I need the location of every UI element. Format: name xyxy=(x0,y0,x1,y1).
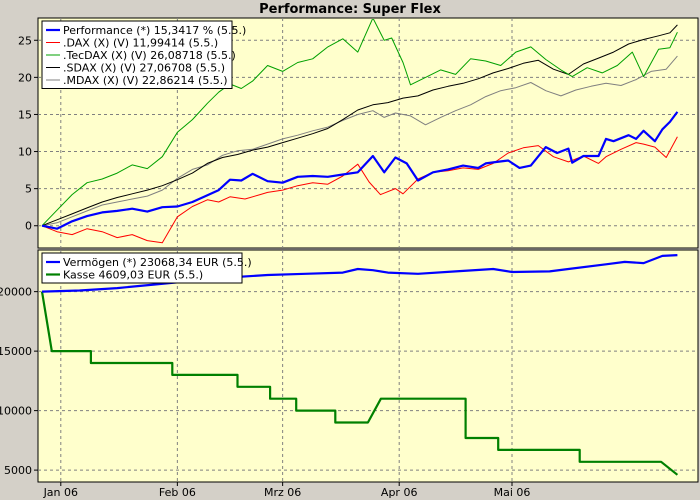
kasse-series-line xyxy=(40,291,679,476)
kasse-legend-label: Kasse 4609,03 EUR (5.5.) xyxy=(63,269,203,282)
vermoegen-legend-label: Vermögen (*) 23068,34 EUR (5.5.) xyxy=(63,256,252,269)
x-tick-label: Feb 06 xyxy=(159,486,196,499)
bottom-plot-area xyxy=(37,249,699,483)
top-plot-panel: 0 5 10 15 20 25 Performance (*) 15,3417 % (5.5… xyxy=(18,17,699,249)
y-tick-label: 10000 xyxy=(0,405,32,418)
y-tick-label: 20000 xyxy=(0,286,32,299)
y-tick-label: 10 xyxy=(18,146,32,159)
y-tick-label: 25 xyxy=(18,34,32,47)
y-tick-label: 5000 xyxy=(4,464,32,477)
performance-series-line xyxy=(41,111,679,230)
tecdax-series-line xyxy=(41,19,678,227)
x-tick-label: Apr 06 xyxy=(381,486,418,499)
x-tick-label: Jan 06 xyxy=(43,486,78,499)
dax-legend-label: .DAX (X) (V) 11,99414 (5.5.) xyxy=(63,37,218,50)
bottom-plot-panel: 5000 10000 15000 20000 Vermögen (*) 23068,34… xyxy=(0,249,699,483)
top-legend xyxy=(41,20,233,89)
sdax-series-line xyxy=(41,24,678,227)
dax-series-line xyxy=(41,136,678,244)
y-tick-label: 0 xyxy=(25,220,32,233)
bottom-legend xyxy=(41,252,243,284)
sdax-legend-label: .SDAX (X) (V) 27,06708 (5.5.) xyxy=(63,62,225,75)
y-tick-label: 15000 xyxy=(0,345,32,358)
chart-title: Performance: Super Flex xyxy=(259,2,441,17)
x-axis: Jan 06 Feb 06 Mrz 06 Apr 06 Mai 06 xyxy=(43,482,531,499)
performance-legend-label: Performance (*) 15,3417 % (5.5.) xyxy=(63,24,246,37)
x-tick-label: Mai 06 xyxy=(494,486,531,499)
x-tick-label: Mrz 06 xyxy=(264,486,301,499)
mdax-legend-label: .MDAX (X) (V) 22,86214 (5.5.) xyxy=(63,74,228,87)
y-tick-label: 5 xyxy=(25,183,32,196)
mdax-series-line xyxy=(41,55,678,227)
y-tick-label: 20 xyxy=(18,71,32,84)
tecdax-legend-label: .TecDAX (X) (V) 26,08718 (5.5.) xyxy=(63,49,236,62)
y-tick-label: 15 xyxy=(18,108,32,121)
